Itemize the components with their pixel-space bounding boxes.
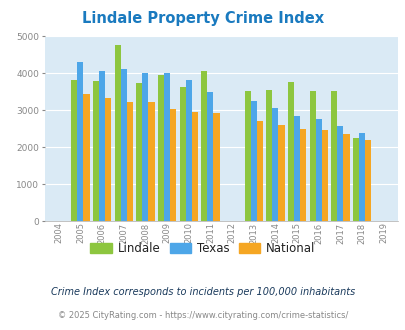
Bar [321, 130, 327, 221]
Bar [105, 98, 111, 221]
Bar [83, 94, 89, 221]
Bar [201, 71, 207, 221]
Bar [287, 82, 293, 221]
Text: Crime Index corresponds to incidents per 100,000 inhabitants: Crime Index corresponds to incidents per… [51, 287, 354, 297]
Bar [191, 112, 197, 221]
Bar [77, 62, 83, 221]
Bar [179, 86, 185, 221]
Bar [293, 116, 299, 221]
Bar [114, 45, 120, 221]
Bar [93, 81, 99, 221]
Bar [136, 83, 142, 221]
Bar [309, 91, 315, 221]
Bar [207, 92, 213, 221]
Text: Lindale Property Crime Index: Lindale Property Crime Index [82, 11, 323, 26]
Bar [266, 90, 272, 221]
Bar [158, 76, 164, 221]
Bar [272, 108, 278, 221]
Bar [364, 140, 370, 221]
Bar [142, 73, 148, 221]
Bar [358, 133, 364, 221]
Bar [170, 109, 176, 221]
Bar [256, 120, 262, 221]
Bar [120, 69, 126, 221]
Bar [99, 71, 105, 221]
Bar [352, 138, 358, 221]
Bar [330, 91, 337, 221]
Bar [126, 102, 132, 221]
Bar [315, 119, 321, 221]
Bar [148, 102, 154, 221]
Bar [337, 126, 343, 221]
Bar [250, 101, 256, 221]
Bar [278, 125, 284, 221]
Bar [185, 80, 191, 221]
Bar [299, 129, 305, 221]
Bar [244, 91, 250, 221]
Bar [71, 80, 77, 221]
Bar [343, 134, 349, 221]
Legend: Lindale, Texas, National: Lindale, Texas, National [85, 237, 320, 260]
Bar [213, 113, 219, 221]
Bar [164, 73, 170, 221]
Text: © 2025 CityRating.com - https://www.cityrating.com/crime-statistics/: © 2025 CityRating.com - https://www.city… [58, 311, 347, 320]
